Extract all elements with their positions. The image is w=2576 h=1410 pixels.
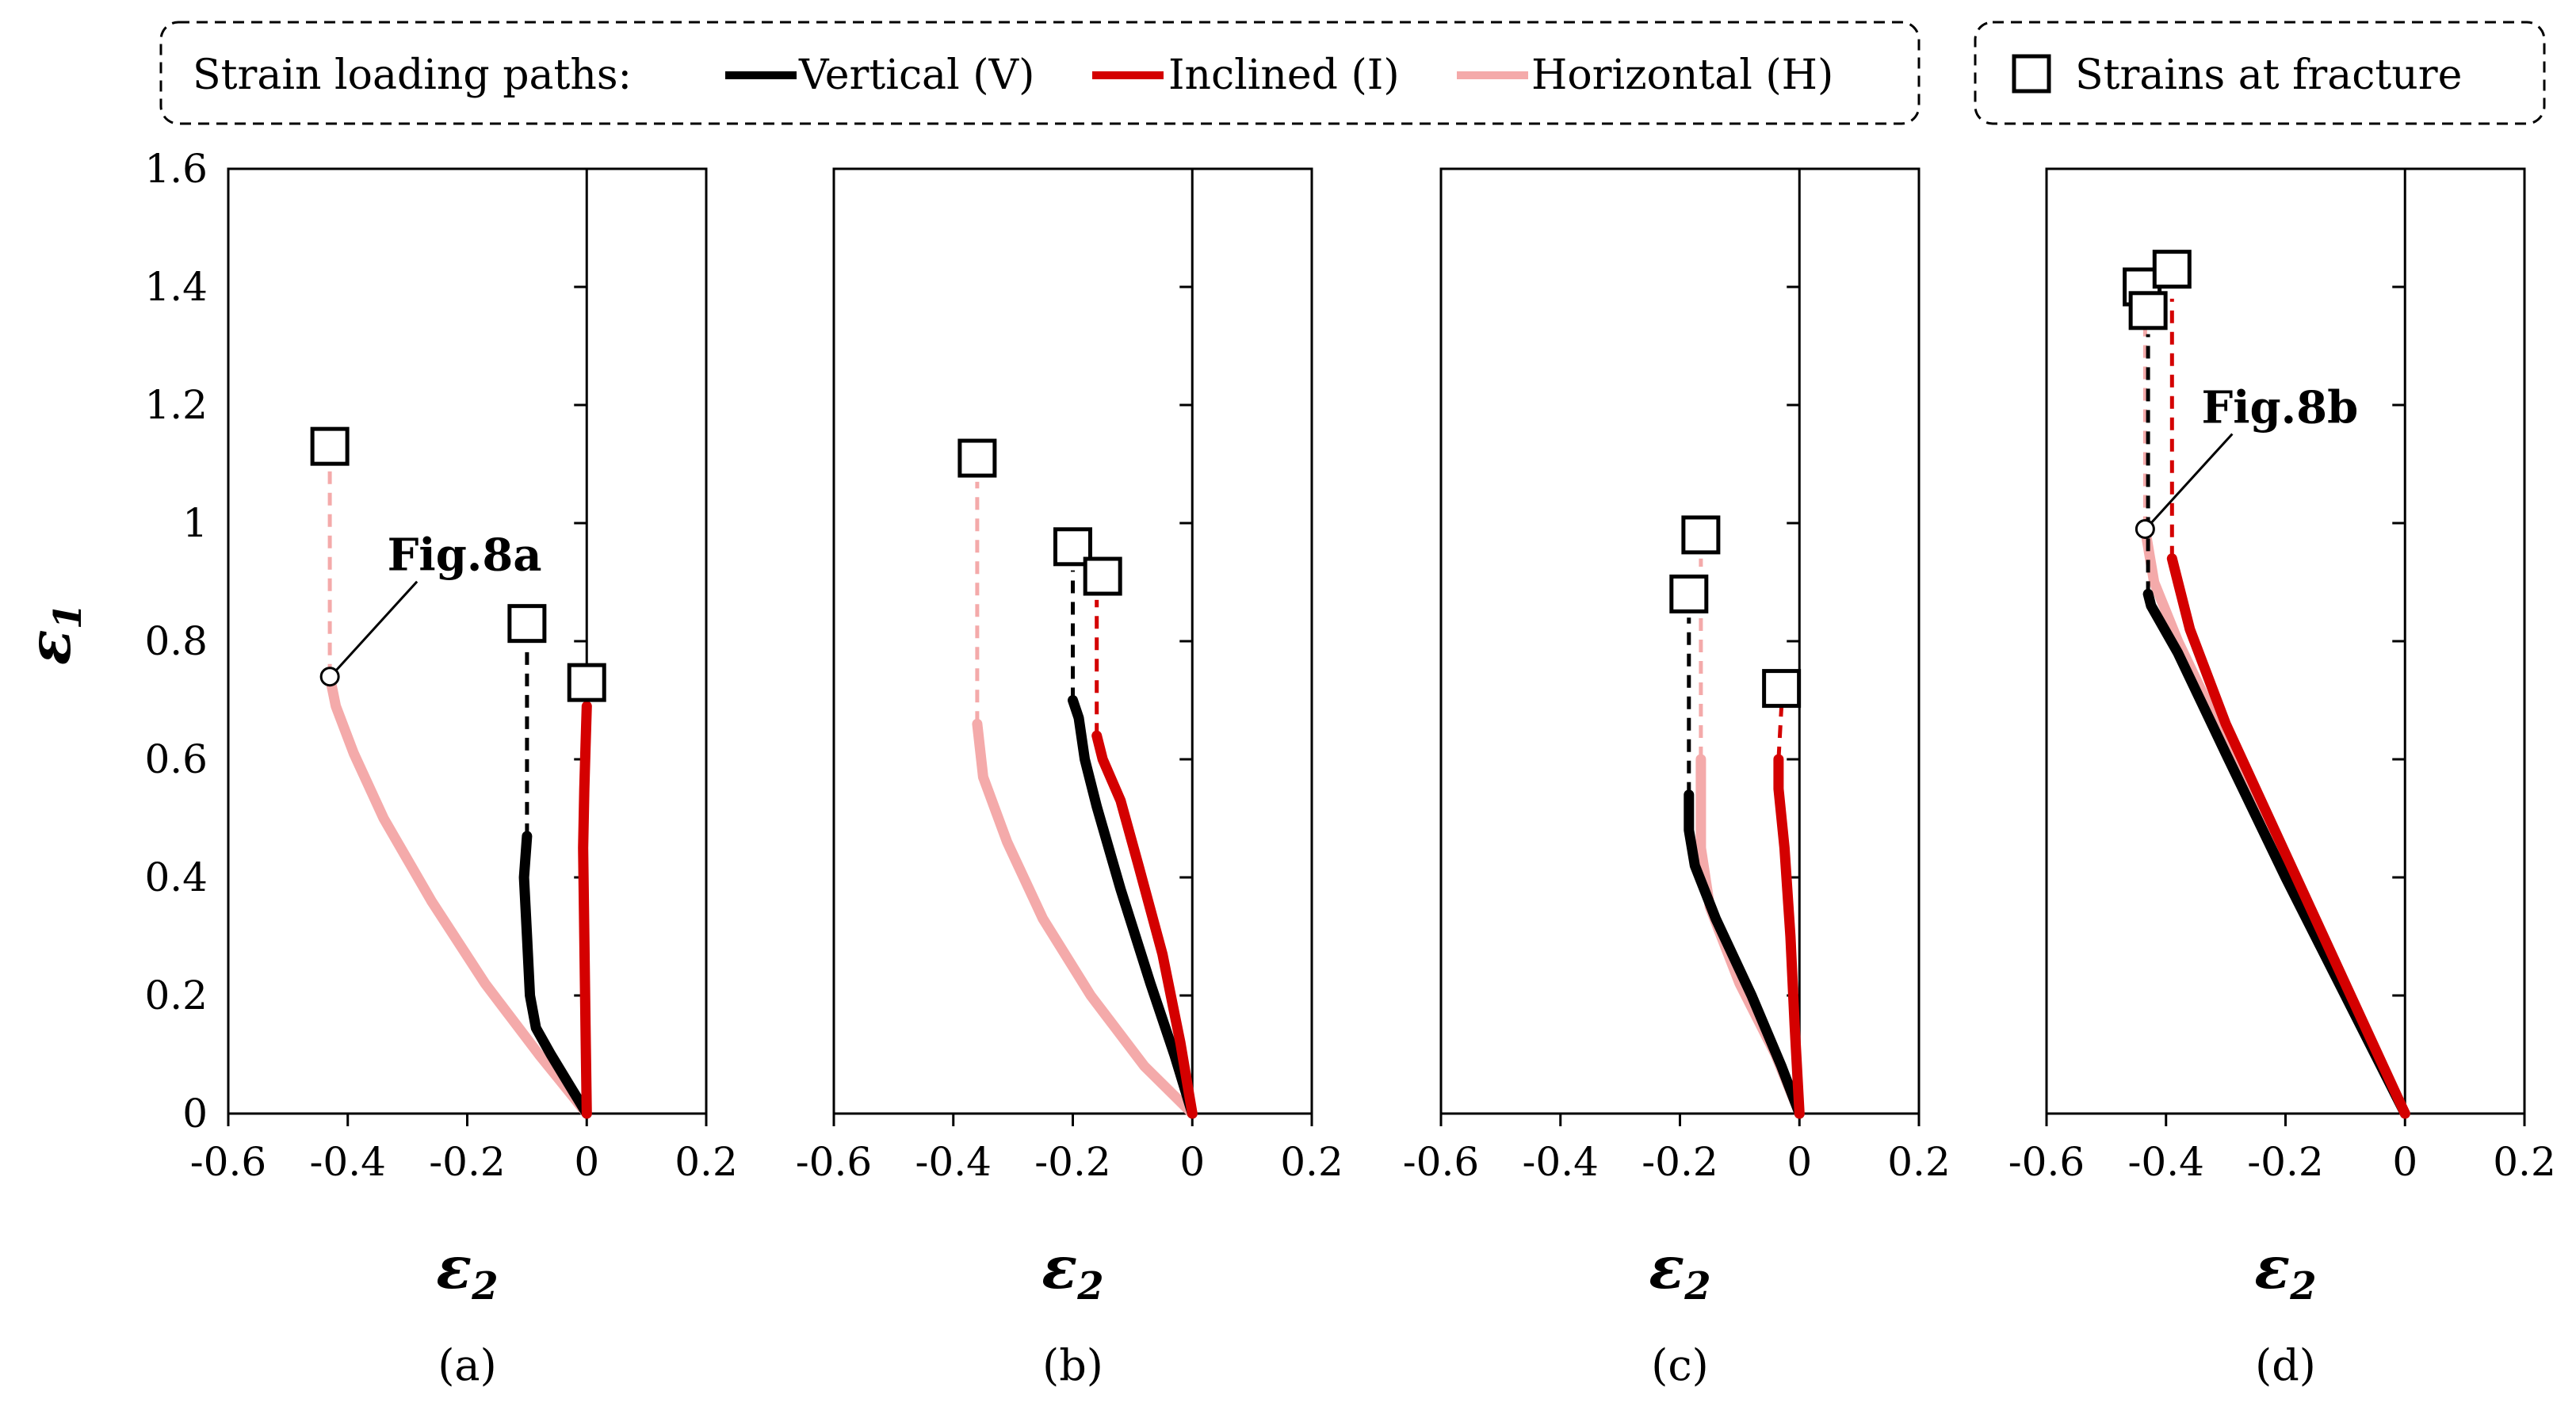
annotation-marker bbox=[2135, 518, 2155, 539]
series-vertical-line bbox=[1068, 695, 1198, 1119]
y-tick-label: 1.6 bbox=[144, 146, 208, 192]
y-axis-title: ε1 bbox=[16, 603, 90, 665]
x-tick-label: -0.2 bbox=[1642, 1139, 1718, 1185]
series-inclined-fracture-marker bbox=[1762, 669, 1802, 709]
x-axis-title-sub: 2 bbox=[1076, 1264, 1103, 1309]
series-vertical-line bbox=[1684, 789, 1805, 1119]
y-tick-label: 0.4 bbox=[144, 854, 208, 900]
series-vertical-fracture-marker bbox=[507, 604, 547, 644]
x-tick-label: 0 bbox=[1179, 1139, 1205, 1185]
panel-c: -0.6 -0.4 -0.2 0 0.2 ε2 (c) bbox=[1403, 167, 1951, 1390]
panels: 0 0.2 0.4 0.6 0.8 1 1.2 1.4 1.6 -0.6 -0.4 -0.2 0 0.2 ε… bbox=[144, 146, 2555, 1390]
plot-frame bbox=[2045, 167, 2526, 1115]
series-inclined-line bbox=[1773, 754, 1805, 1119]
x-tick-label: -0.6 bbox=[2008, 1139, 2085, 1185]
x-axis-title-symbol: ε bbox=[1041, 1234, 1077, 1302]
series-horizontal-fracture-marker bbox=[1681, 515, 1721, 555]
panel-a: 0 0.2 0.4 0.6 0.8 1 1.2 1.4 1.6 -0.6 -0.4 -0.2 0 0.2 ε… bbox=[144, 146, 737, 1390]
annotation-label: Fig.8b bbox=[2201, 381, 2358, 434]
x-axis-title-sub: 2 bbox=[1684, 1264, 1710, 1309]
x-tick-label: -0.4 bbox=[1523, 1139, 1599, 1185]
y-tick-label: 1.2 bbox=[144, 382, 208, 428]
legend-fracture-marker bbox=[2012, 54, 2051, 94]
x-axis-title-symbol: ε bbox=[2254, 1234, 2290, 1302]
series-inclined-line bbox=[578, 701, 592, 1119]
legend-paths-frame bbox=[159, 21, 1921, 125]
x-axis-title: ε2 bbox=[2254, 1234, 2316, 1309]
x-tick-label: 0.2 bbox=[1280, 1139, 1343, 1185]
panel-label: (c) bbox=[1651, 1340, 1708, 1390]
panel-label: (b) bbox=[1042, 1340, 1103, 1390]
series-vertical-line bbox=[518, 831, 592, 1119]
plot-frame bbox=[1439, 167, 1921, 1115]
y-tick-label: 0.6 bbox=[144, 736, 208, 782]
legend-paths: Strain loading paths: Vertical (V) Incli… bbox=[159, 21, 1921, 125]
x-axis-title: ε2 bbox=[436, 1234, 498, 1309]
x-tick-label: -0.4 bbox=[915, 1139, 992, 1185]
series-vertical-fracture-marker bbox=[2128, 291, 2168, 331]
y-tick-label: 0 bbox=[182, 1091, 208, 1137]
x-tick-label: 0.2 bbox=[675, 1139, 738, 1185]
series-inclined-fracture-marker bbox=[1083, 556, 1122, 596]
y-tick-label: 0.2 bbox=[144, 972, 208, 1018]
svg-text:ε1: ε1 bbox=[16, 603, 90, 665]
legend-label-vertical: Vertical (V) bbox=[798, 52, 1034, 99]
x-tick-label: -0.2 bbox=[429, 1139, 505, 1185]
legend-label-inclined: Inclined (I) bbox=[1168, 52, 1400, 99]
annotation-leader bbox=[335, 580, 419, 671]
series-inclined-line bbox=[1091, 730, 1198, 1119]
plot-frame bbox=[832, 167, 1313, 1115]
legend-fracture-label: Strains at fracture bbox=[2075, 52, 2462, 99]
x-axis-title-symbol: ε bbox=[436, 1234, 472, 1302]
x-tick-label: 0.2 bbox=[1887, 1139, 1951, 1185]
legend-fracture-frame bbox=[1974, 21, 2546, 125]
plot-frame bbox=[227, 167, 708, 1115]
x-tick-label: -0.2 bbox=[2247, 1139, 2323, 1185]
x-axis-title-symbol: ε bbox=[1649, 1234, 1684, 1302]
series-horizontal-fracture-marker bbox=[957, 438, 997, 478]
x-tick-label: 0 bbox=[574, 1139, 599, 1185]
y-tick-label: 1.4 bbox=[144, 264, 208, 310]
x-tick-label: -0.6 bbox=[1403, 1139, 1479, 1185]
legend-paths-title: Strain loading paths: bbox=[193, 52, 632, 99]
x-tick-label: 0.2 bbox=[2493, 1139, 2556, 1185]
legend-fracture: Strains at fracture bbox=[1974, 21, 2546, 125]
series-vertical-fracture-marker bbox=[1669, 574, 1709, 613]
y-tick-label: 0.8 bbox=[144, 618, 208, 664]
panel-b: -0.6 -0.4 -0.2 0 0.2 ε2 (b) bbox=[796, 167, 1343, 1390]
series-inclined-fracture-marker bbox=[567, 663, 606, 702]
legend-label-horizontal: Horizontal (H) bbox=[1531, 52, 1833, 99]
panel-label: (a) bbox=[438, 1340, 496, 1390]
x-tick-label: -0.6 bbox=[190, 1139, 266, 1185]
annotation-leader bbox=[2150, 433, 2234, 524]
x-axis-title: ε2 bbox=[1649, 1234, 1710, 1309]
panel-label: (d) bbox=[2255, 1340, 2316, 1390]
x-tick-label: -0.2 bbox=[1034, 1139, 1110, 1185]
x-axis-title: ε2 bbox=[1041, 1234, 1103, 1309]
y-axis-title-sub: 1 bbox=[46, 603, 90, 629]
x-tick-label: 0 bbox=[1787, 1139, 1812, 1185]
x-tick-label: -0.6 bbox=[796, 1139, 872, 1185]
x-tick-label: -0.4 bbox=[310, 1139, 386, 1185]
series-horizontal-fracture-marker bbox=[310, 426, 350, 466]
series-horizontal-line bbox=[324, 671, 592, 1119]
y-tick-label: 1 bbox=[182, 500, 208, 546]
x-axis-title-sub: 2 bbox=[471, 1264, 498, 1309]
y-axis-title-symbol: ε bbox=[16, 629, 84, 665]
x-tick-label: 0 bbox=[2392, 1139, 2417, 1185]
annotation-marker bbox=[319, 667, 340, 687]
series-inclined-dashed bbox=[1776, 705, 1784, 760]
series-inclined-fracture-marker bbox=[2152, 250, 2192, 289]
x-axis-title-sub: 2 bbox=[2289, 1264, 2316, 1309]
annotation-label: Fig.8a bbox=[388, 529, 542, 582]
series-horizontal-line bbox=[972, 718, 1198, 1119]
panel-d: -0.6 -0.4 -0.2 0 0.2 ε2 (d) Fig.8b bbox=[2008, 167, 2556, 1390]
x-tick-label: -0.4 bbox=[2128, 1139, 2204, 1185]
series-inclined-line bbox=[2166, 553, 2410, 1119]
